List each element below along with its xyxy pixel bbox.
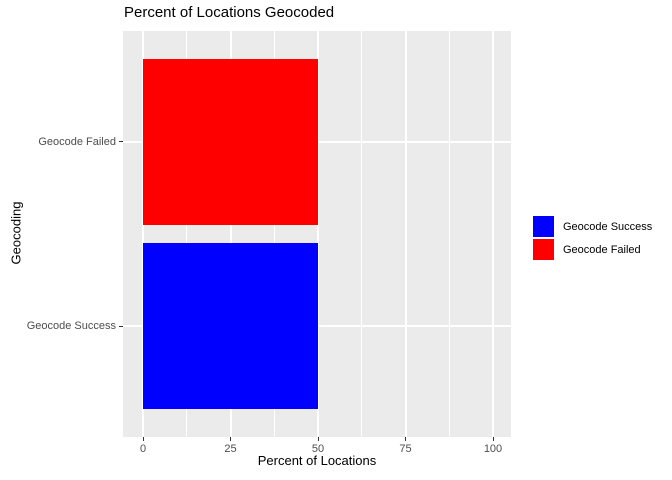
x-axis-title: Percent of Locations bbox=[257, 453, 377, 468]
x-axis-tick bbox=[142, 437, 144, 441]
x-axis-tick-label: 100 bbox=[483, 443, 503, 455]
y-axis-tick bbox=[119, 141, 123, 143]
legend-swatch bbox=[533, 216, 554, 237]
legend-entry: Geocode Success bbox=[533, 216, 652, 237]
bar-geocode-success bbox=[143, 243, 318, 410]
gridline-minor-vertical bbox=[361, 31, 363, 437]
gridline-minor-vertical bbox=[448, 31, 450, 437]
x-axis-tick bbox=[405, 437, 406, 441]
y-axis-tick-label: Geocode Success bbox=[26, 320, 116, 333]
legend-label: Geocode Failed bbox=[563, 243, 641, 256]
gridline-minor-vertical bbox=[273, 31, 275, 437]
chart-title: Percent of Locations Geocoded bbox=[124, 4, 335, 21]
x-axis-tick-label: 0 bbox=[139, 443, 147, 455]
gridline-major-vertical bbox=[317, 31, 319, 437]
y-axis-tick bbox=[119, 325, 123, 327]
x-axis-tick bbox=[230, 437, 231, 441]
legend-swatch bbox=[533, 239, 554, 260]
gridline-major-vertical bbox=[229, 31, 232, 437]
x-axis-tick-label: 50 bbox=[311, 443, 325, 455]
gridline-major-vertical bbox=[404, 31, 407, 437]
plot-panel bbox=[123, 31, 511, 437]
gridline-major-vertical bbox=[142, 31, 144, 437]
legend-entry: Geocode Failed bbox=[533, 239, 652, 260]
x-axis-tick bbox=[317, 437, 319, 441]
x-axis-tick-label: 75 bbox=[399, 443, 412, 455]
y-axis-tick-label: Geocode Failed bbox=[38, 135, 116, 148]
gridline-major-vertical bbox=[492, 31, 494, 437]
legend: Geocode Success Geocode Failed bbox=[533, 216, 652, 262]
y-axis-title: Geocoding bbox=[8, 201, 24, 265]
x-axis-tick-label: 25 bbox=[224, 443, 237, 455]
legend-label: Geocode Success bbox=[563, 220, 653, 233]
x-axis-tick bbox=[492, 437, 494, 441]
bar-geocode-failed bbox=[143, 58, 318, 225]
gridline-minor-vertical bbox=[186, 31, 188, 437]
